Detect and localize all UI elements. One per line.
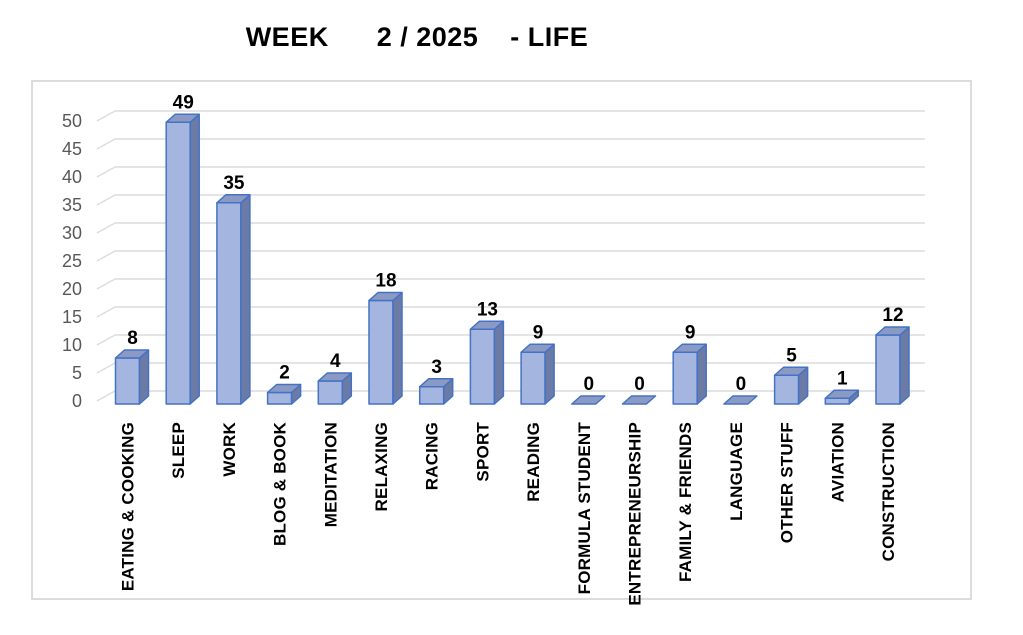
bar-top-face <box>773 366 809 376</box>
x-axis-category-label: WORK <box>220 421 239 476</box>
gridline <box>96 166 925 178</box>
bar-top-face <box>317 372 353 382</box>
x-axis-category-label: AVIATION <box>828 422 847 502</box>
bar-value-label: 12 <box>882 305 903 326</box>
bar-front-face <box>773 374 800 405</box>
bar-front-face <box>114 357 141 405</box>
bar-value-label: 8 <box>127 328 138 349</box>
bar-value-label: 0 <box>736 374 747 395</box>
x-axis-category-label: READING <box>524 422 543 502</box>
y-axis-tick-label: 35 <box>62 195 82 215</box>
bar-front-face <box>216 202 242 405</box>
bar-value-label: 4 <box>330 351 341 372</box>
bar-zero-slab <box>723 395 758 405</box>
x-axis-category-label: CONSTRUCTION <box>879 422 898 561</box>
x-axis-category-label: OTHER STUFF <box>778 422 797 543</box>
y-axis-tick-label: 50 <box>62 111 82 131</box>
y-axis-tick-label: 30 <box>62 223 82 243</box>
bar-side-face <box>899 326 910 405</box>
bar-value-label: 5 <box>786 345 797 366</box>
bar-value-label: 0 <box>584 374 595 395</box>
y-axis-tick-label: 40 <box>62 167 82 187</box>
bar-value-label: 9 <box>533 322 544 343</box>
x-axis-category-label: SPORT <box>473 422 492 482</box>
y-axis-tick-label: 15 <box>62 307 82 327</box>
bar-top-face <box>824 389 860 399</box>
chart-title: WEEK 2 / 2025 - LIFE <box>245 22 589 52</box>
bar-side-face <box>138 349 150 405</box>
x-axis-category-label: ENTREPRENEURSHIP <box>626 422 645 606</box>
x-axis-category-label: EATING & COOKING <box>119 422 138 591</box>
x-axis-category-label: SLEEP <box>169 422 188 479</box>
bar-side-face <box>696 343 707 405</box>
bar-zero-slab <box>571 395 606 405</box>
bar-top-face <box>165 113 200 123</box>
y-axis-tick-label: 25 <box>62 251 82 271</box>
x-axis-category-label: RELAXING <box>372 422 391 511</box>
bar-value-label: 13 <box>477 299 498 320</box>
bar-top-face <box>216 194 251 204</box>
gridline <box>96 306 925 318</box>
bar-front-face <box>165 121 191 405</box>
y-axis-tick-label: 10 <box>62 335 82 355</box>
x-axis-category-label: FAMILY & FRIENDS <box>676 422 695 582</box>
gridline <box>96 222 925 234</box>
bar-front-face <box>824 397 851 405</box>
bar-front-face <box>368 299 394 405</box>
bar-top-face <box>266 383 302 394</box>
gridline <box>96 138 925 150</box>
bar-front-face <box>469 328 496 405</box>
bar-front-face <box>875 334 901 405</box>
bar-front-face <box>520 351 546 405</box>
bar-top-face <box>520 343 555 353</box>
x-axis-category-label: RACING <box>423 422 442 490</box>
bar-side-face <box>493 320 505 405</box>
x-axis-category-label: MEDITATION <box>321 422 340 527</box>
bar-value-label: 49 <box>173 92 194 113</box>
bar-value-label: 3 <box>431 357 442 378</box>
bar-front-face <box>672 351 698 405</box>
y-axis-tick-label: 0 <box>72 391 82 411</box>
bar-value-label: 2 <box>279 363 290 384</box>
bar-value-label: 0 <box>634 374 645 395</box>
bar-top-face <box>469 320 505 330</box>
bar-top-face <box>368 291 403 302</box>
bar-front-face <box>418 386 445 405</box>
bar-front-face <box>317 380 344 405</box>
gridline <box>96 194 925 206</box>
bar-zero-slab <box>621 395 657 405</box>
gridline <box>96 250 925 262</box>
gridline <box>96 110 925 122</box>
bar-side-face <box>392 291 403 405</box>
x-axis-category-label: BLOG & BOOK <box>271 421 290 546</box>
y-axis-tick-label: 45 <box>62 139 82 159</box>
gridline <box>96 334 925 346</box>
bar-top-face <box>114 349 150 359</box>
x-axis-category-label: FORMULA STUDENT <box>575 422 594 595</box>
y-axis-tick-label: 5 <box>72 363 82 383</box>
y-axis-tick-label: 20 <box>62 279 82 299</box>
bar-side-face <box>544 343 555 405</box>
bar-side-face <box>240 194 251 405</box>
x-axis-category-label: LANGUAGE <box>727 422 746 521</box>
bar-value-label: 1 <box>837 368 848 389</box>
bar-value-label: 35 <box>223 173 245 194</box>
bar-front-face <box>266 391 293 405</box>
bar-value-label: 18 <box>375 271 396 292</box>
bar-top-face <box>672 343 707 353</box>
bar-value-label: 9 <box>685 322 696 343</box>
bar-side-face <box>189 113 200 405</box>
bar-top-face <box>418 378 454 388</box>
gridline <box>96 278 925 290</box>
bar-top-face <box>875 326 910 336</box>
